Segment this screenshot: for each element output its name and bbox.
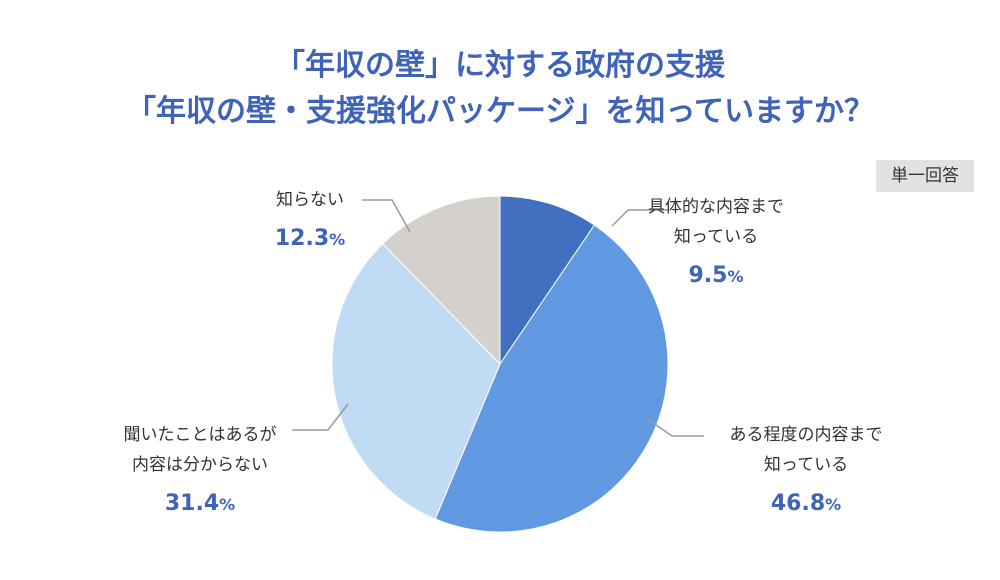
leader-line-3: [292, 403, 349, 431]
answer-type-badge: 単一回答: [876, 160, 974, 192]
leader-line-4: [362, 199, 411, 233]
leader-line-1: [611, 209, 668, 227]
pie-slices: [331, 195, 669, 533]
slice-label-1-line-1: 具体的な内容まで: [648, 197, 784, 217]
chart-title-line-2: 「年収の壁・支援強化パッケージ」を知っていますか？: [126, 94, 874, 129]
pie-slice-3: [331, 243, 501, 520]
slice-label-2-line-2: 知っている: [764, 455, 848, 475]
slice-label-3-line-1: 聞いたことはあるが: [124, 425, 277, 445]
leader-line-2: [645, 417, 704, 437]
pie-slice-1: [499, 195, 596, 366]
leader-lines: [292, 199, 704, 437]
slice-label-1-line-2: 知っている: [674, 227, 758, 247]
slice-label-2-line-1: ある程度の内容まで: [730, 425, 883, 445]
slice-value-1: 9.5%: [688, 263, 743, 288]
slice-value-4: 12.3%: [275, 226, 345, 251]
pie-slice-2: [434, 224, 669, 533]
slice-value-3: 31.4%: [165, 491, 235, 516]
chart-title-line-1: 「年収の壁」に対する政府の支援: [275, 48, 725, 83]
slice-labels: 具体的な内容まで知っている9.5%ある程度の内容まで知っている46.8%聞いたこ…: [124, 190, 883, 516]
slice-label-3-line-2: 内容は分からない: [132, 455, 268, 475]
slice-value-2: 46.8%: [771, 491, 841, 516]
pie-slice-4: [382, 195, 501, 366]
slice-label-4-line-1: 知らない: [276, 190, 344, 210]
